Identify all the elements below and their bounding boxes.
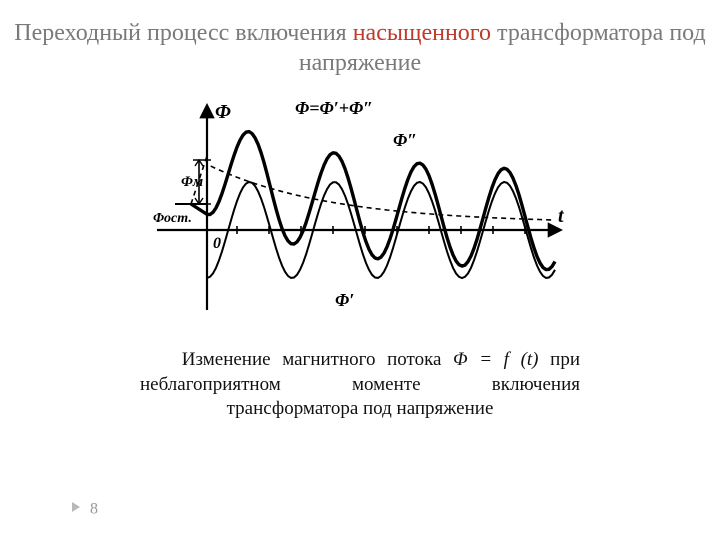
title-accent: насыщенного [353,20,491,46]
svg-text:Φ: Φ [215,101,231,123]
page-marker-icon [70,500,82,518]
svg-text:Φ″: Φ″ [393,130,417,150]
title-prefix: Переходный процесс включения [14,20,352,46]
figure-caption: Изменение магнитного потока Φ = f (t) пр… [140,348,580,422]
caption-pre: Изменение магнитного потока [182,349,453,370]
svg-text:t: t [558,205,565,227]
svg-text:Φ′: Φ′ [335,290,354,310]
flux-chart: Φt 0 Φ=Φ′+Φ″ Φ″ Φ′ Φм Φост. [145,100,575,330]
page-footer: 8 [70,500,98,518]
page-number: 8 [90,500,98,517]
slide-title: Переходный процесс включения насыщенного… [0,18,720,78]
caption-fn: Φ = f (t) [453,349,538,370]
svg-text:Φ=Φ′+Φ″: Φ=Φ′+Φ″ [295,100,373,118]
svg-text:0: 0 [213,235,221,252]
svg-text:Φм: Φм [181,174,203,190]
svg-text:Φост.: Φост. [153,211,192,226]
